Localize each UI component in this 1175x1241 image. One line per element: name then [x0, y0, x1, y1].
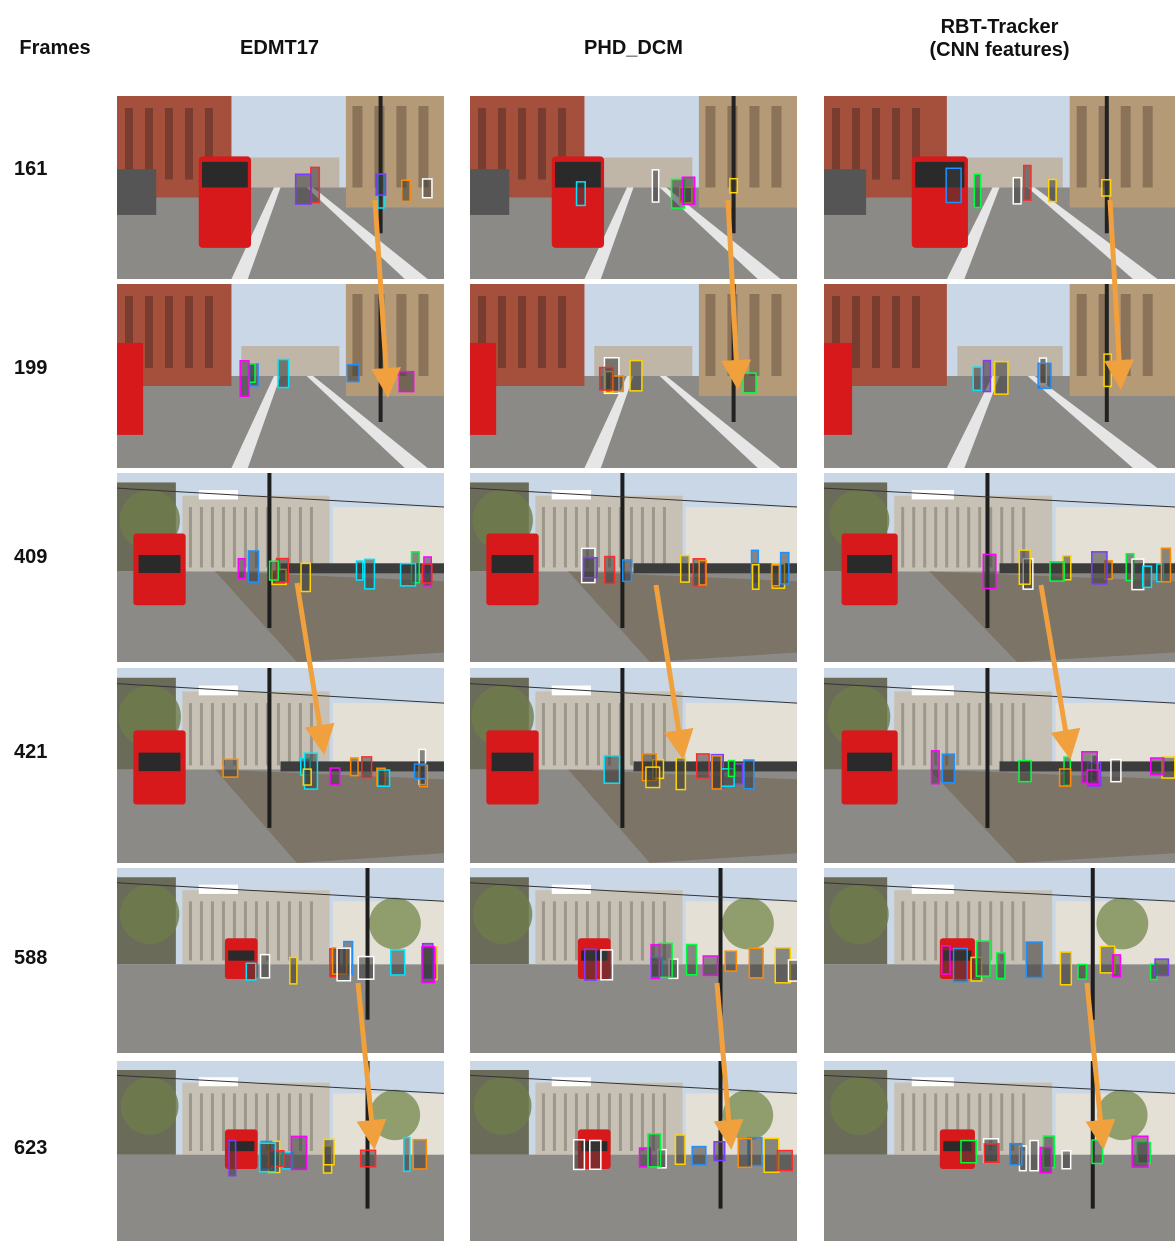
method-header-edmt17: EDMT17 — [116, 37, 443, 60]
frame-409-rbt-tracker-image — [824, 473, 1175, 662]
method-header-line1: PHD_DCM — [584, 37, 683, 59]
frame-199-phd-dcm-image — [470, 284, 797, 468]
frame-label-588: 588 — [14, 947, 48, 969]
frame-409-edmt17-image — [117, 473, 444, 662]
method-header-line1: EDMT17 — [240, 37, 319, 59]
frame-588-edmt17-image — [117, 868, 444, 1053]
frame-label-409: 409 — [14, 546, 48, 568]
frame-623-rbt-tracker-image — [824, 1061, 1175, 1241]
frame-421-phd-dcm-image — [470, 668, 797, 863]
frame-588-phd-dcm-image — [470, 868, 797, 1053]
frame-label-623: 623 — [14, 1137, 48, 1159]
frame-199-rbt-tracker-image — [824, 284, 1175, 468]
frame-199-edmt17-image — [117, 284, 444, 468]
frame-161-edmt17-image — [117, 96, 444, 279]
frame-161-rbt-tracker-image — [824, 96, 1175, 279]
frame-588-rbt-tracker-image — [824, 868, 1175, 1053]
frame-421-edmt17-image — [117, 668, 444, 863]
frame-623-edmt17-image — [117, 1061, 444, 1241]
method-header-phd-dcm: PHD_DCM — [470, 37, 797, 60]
frame-409-phd-dcm-image — [470, 473, 797, 662]
frame-label-199: 199 — [14, 357, 48, 379]
method-header-line2: (CNN features) — [929, 39, 1070, 61]
frame-623-phd-dcm-image — [470, 1061, 797, 1241]
frames-column-header: Frames — [10, 37, 100, 60]
frames-header-label: Frames — [19, 37, 91, 59]
frame-421-rbt-tracker-image — [824, 668, 1175, 863]
frame-label-421: 421 — [14, 741, 48, 763]
method-header-line1: RBT-Tracker — [940, 16, 1059, 38]
method-header-rbt-tracker: RBT-Tracker (CNN features) — [824, 16, 1175, 62]
frame-161-phd-dcm-image — [470, 96, 797, 279]
frame-label-161: 161 — [14, 158, 48, 180]
